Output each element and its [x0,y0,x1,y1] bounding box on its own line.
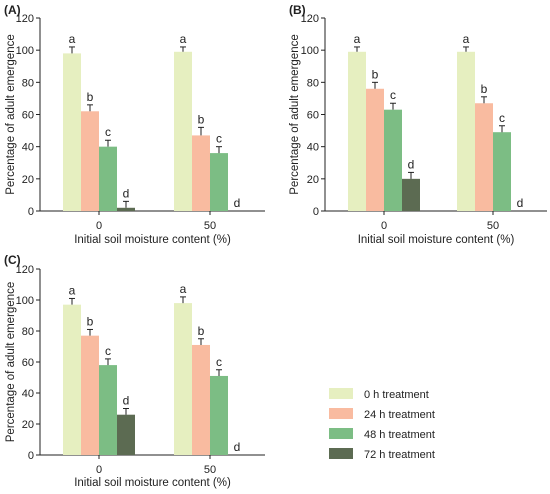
bar [475,103,493,211]
bar [117,207,135,211]
y-axis-title: Percentage of adult emergence [5,282,17,442]
bar [174,51,192,212]
bar [63,53,81,212]
legend-swatch [329,388,353,399]
significance-letter: d [123,394,130,408]
y-tick-label: 40 [307,142,319,154]
significance-letter: a [180,282,187,296]
significance-letter: a [180,32,187,46]
y-tick-label: 40 [22,388,34,400]
x-tick-label: 0 [96,220,102,232]
bar [192,135,210,211]
x-axis-title: Initial soil moisture content (%) [74,234,231,246]
y-tick-label: 20 [307,174,319,186]
y-tick-label: 40 [22,142,34,154]
significance-letter: d [123,186,130,200]
significance-letter: b [198,112,205,126]
x-tick-label: 50 [204,464,216,476]
y-tick-label: 0 [313,206,319,218]
bar [99,146,117,211]
significance-letter: a [463,32,470,46]
y-tick-label: 100 [16,295,34,307]
panel-label: (C) [4,253,21,267]
y-tick-label: 80 [22,326,34,338]
bar [457,51,475,212]
legend-swatch [329,408,353,419]
y-axis-title: Percentage of adult emergence [289,34,301,194]
significance-letter: c [105,344,111,358]
y-tick-label: 120 [301,13,319,25]
significance-letter: b [372,67,379,81]
y-tick-label: 20 [22,419,34,431]
significance-letter: b [87,90,94,104]
significance-letter: c [216,355,222,369]
y-tick-label: 60 [22,357,34,369]
y-tick-label: 100 [16,45,34,57]
bar [493,132,511,211]
panel-label: (B) [289,3,306,17]
x-axis-title: Initial soil moisture content (%) [358,234,515,246]
legend-label: 48 h treatment [364,429,435,441]
legend-label: 0 h treatment [364,389,429,401]
significance-letter: c [499,111,505,125]
legend-swatch [329,448,353,459]
x-tick-label: 0 [381,220,387,232]
y-tick-label: 120 [16,264,34,276]
x-tick-label: 50 [487,220,499,232]
bar [81,335,99,455]
significance-letter: a [69,283,76,297]
y-tick-label: 80 [22,77,34,89]
bar [174,303,192,455]
significance-letter: b [87,314,94,328]
bar [192,344,210,455]
y-tick-label: 0 [28,206,34,218]
significance-letter: b [198,324,205,338]
legend-label: 72 h treatment [364,449,435,461]
bar [117,414,135,455]
significance-letter: c [105,125,111,139]
x-axis-title: Initial soil moisture content (%) [74,477,231,489]
y-axis-title: Percentage of adult emergence [5,34,17,194]
bar [348,51,366,212]
bar [366,88,384,211]
legend-swatch [329,428,353,439]
y-tick-label: 20 [22,174,34,186]
legend-label: 24 h treatment [364,409,435,421]
x-tick-label: 0 [96,464,102,476]
significance-letter: b [481,82,488,96]
significance-letter: a [69,32,76,46]
significance-letter: d [234,196,241,210]
bar [384,109,402,211]
y-tick-label: 0 [28,450,34,462]
significance-letter: d [234,440,241,454]
bar [210,375,228,455]
y-tick-label: 60 [307,110,319,122]
y-tick-label: 60 [22,110,34,122]
significance-letter: d [408,157,415,171]
significance-letter: d [517,196,524,210]
bar [210,153,228,211]
bar [99,365,117,455]
significance-letter: c [390,88,396,102]
significance-letter: c [216,132,222,146]
bar [81,111,99,211]
x-tick-label: 50 [204,220,216,232]
y-tick-label: 120 [16,13,34,25]
y-tick-label: 100 [301,45,319,57]
bar [63,304,81,455]
bar [402,178,420,211]
panel-label: (A) [4,3,21,17]
y-tick-label: 80 [307,77,319,89]
significance-letter: a [354,32,361,46]
